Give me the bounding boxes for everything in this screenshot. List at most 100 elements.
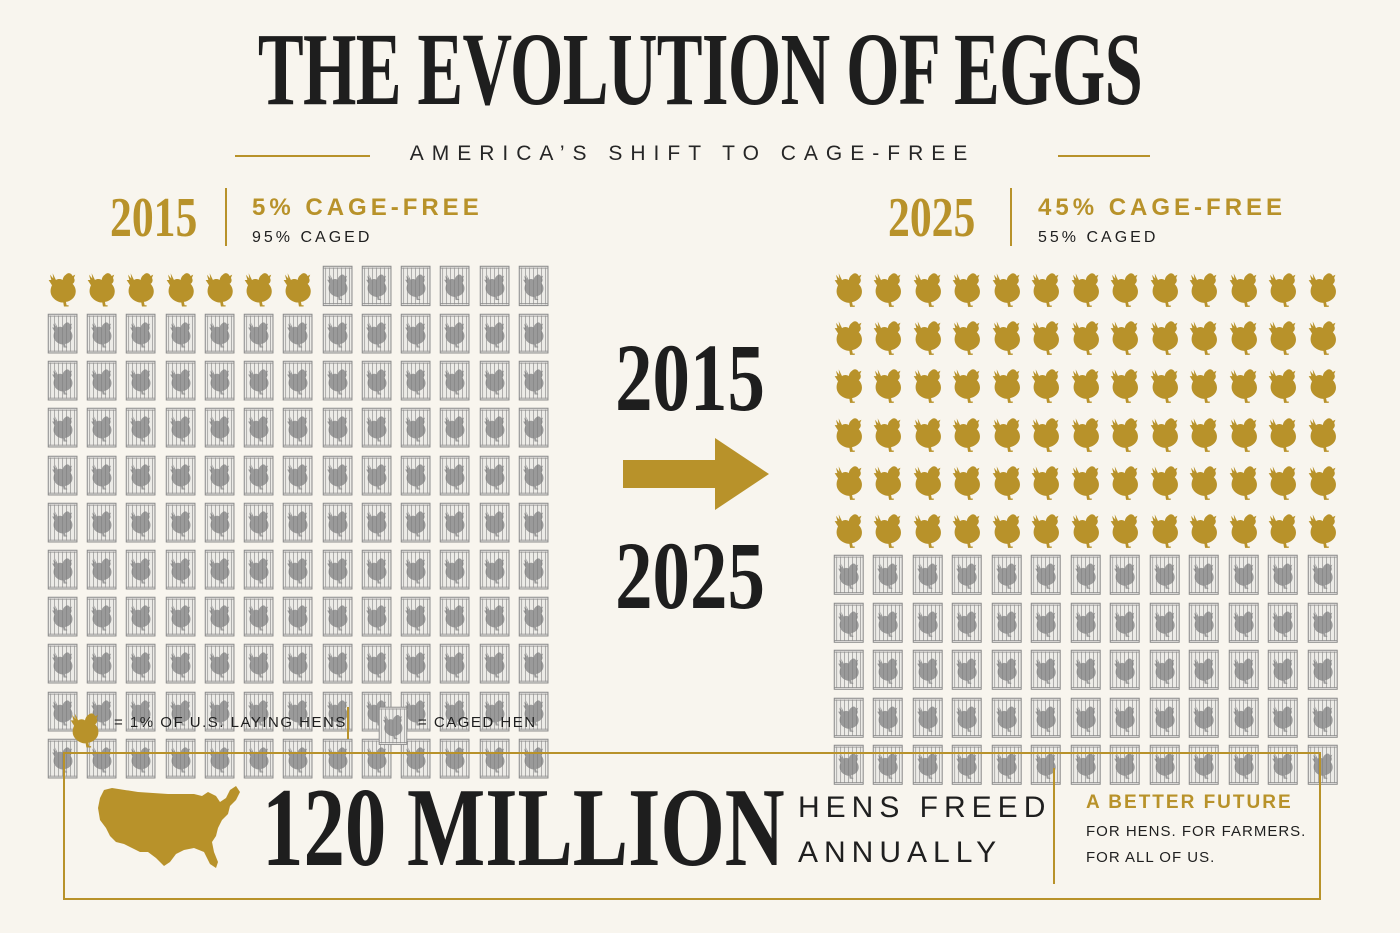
free-hen-mark [121,262,160,310]
caged-hen-mark [829,551,868,599]
caged-hen-mark [200,499,239,546]
caged-hen-mark [396,546,435,593]
transition-to-year: 2025 [615,522,765,629]
free-hen-mark [278,262,317,310]
free-hen-mark [908,503,947,551]
free-hen-mark [829,358,868,406]
caged-hen-mark [1303,646,1342,694]
caged-hen-mark [396,452,435,499]
caged-hen-mark [161,452,200,499]
caged-hen-mark [987,599,1026,647]
subtitle-rule-right [1058,155,1150,157]
free-hen-mark [908,407,947,455]
caged-hen-mark [514,262,553,310]
caged-hen-mark [987,694,1026,742]
free-hen-mark [1303,455,1342,503]
caged-hen-mark [514,404,553,451]
caged-hen-mark [396,640,435,687]
free-hen-mark [1184,358,1223,406]
caged-hen-mark [947,694,986,742]
caged-hen-mark [396,310,435,357]
caged-hen-mark [1184,599,1223,647]
caged-hen-mark [278,452,317,499]
caged-hen-mark [200,593,239,640]
free-hen-mark [1303,407,1342,455]
caged-hen-mark [1105,551,1144,599]
caged-hen-mark [43,735,82,782]
caged-hen-mark [200,688,239,735]
caged-hen-mark [987,551,1026,599]
caged-hen-mark [239,688,278,735]
free-hen-mark [987,455,1026,503]
free-hen-mark [1026,503,1065,551]
caged-hen-mark [357,593,396,640]
caged-hen-mark [514,499,553,546]
caged-hen-mark [987,741,1026,789]
free-hen-mark [1105,407,1144,455]
caged-hen-mark [318,357,357,404]
free-hen-mark [1105,503,1144,551]
caged-hen-mark [278,357,317,404]
free-hen-mark [947,262,986,310]
caged-hen-mark [1066,551,1105,599]
caged-hen-mark [1066,599,1105,647]
caged-hen-mark [1066,646,1105,694]
free-hen-mark [1105,455,1144,503]
caged-hen-mark [318,735,357,782]
caged-hen-mark [161,546,200,593]
right-arrow-icon [623,438,769,510]
caged-hen-mark [475,640,514,687]
free-hen-mark [1263,455,1302,503]
caged-hen-mark [475,499,514,546]
caged-hen-mark [318,499,357,546]
free-hen-mark [1263,262,1302,310]
free-hen-mark [43,262,82,310]
caged-hen-mark [1303,694,1342,742]
free-hen-mark [947,407,986,455]
free-hen-mark [1263,358,1302,406]
caged-hen-mark [475,688,514,735]
legend-free-label: = 1% OF U.S. LAYING HENS [114,714,347,731]
free-hen-mark [1145,455,1184,503]
free-hen-mark [1145,358,1184,406]
caged-hen-mark [947,599,986,647]
free-hen-mark [1145,503,1184,551]
free-hen-mark [987,310,1026,358]
caged-hen-mark [161,404,200,451]
caged-hen-mark [475,310,514,357]
caged-hen-mark [908,599,947,647]
caged-hen-mark [987,646,1026,694]
hens-freed-stat: 120 MILLION [262,766,785,890]
caged-hen-mark [396,499,435,546]
transition-from-year: 2015 [615,324,765,431]
caged-hen-mark [200,404,239,451]
caged-hen-mark [1105,694,1144,742]
caged-hen-mark [396,404,435,451]
free-hen-mark [1184,407,1223,455]
caged-hen-mark [43,452,82,499]
caged-hen-mark [1105,646,1144,694]
legend-divider [347,707,349,739]
caged-hen-mark [278,546,317,593]
caged-hen-mark [43,593,82,640]
free-hen-mark [1105,310,1144,358]
caged-hen-mark [435,688,474,735]
caged-hen-mark [396,262,435,310]
free-hen-mark [1224,310,1263,358]
caged-hen-mark [435,357,474,404]
free-hen-mark [200,262,239,310]
caged-hen-mark [161,593,200,640]
caged-hen-mark [435,262,474,310]
caged-hen-mark [318,262,357,310]
free-hen-mark [987,503,1026,551]
caged-hen-mark [161,357,200,404]
caged-hen-mark [514,357,553,404]
caged-hen-mark [82,499,121,546]
caged-hen-mark [868,551,907,599]
free-hen-mark [1066,310,1105,358]
hens-freed-line-2: ANNUALLY [798,836,1003,869]
free-hen-mark [1105,358,1144,406]
caged-hen-mark [82,357,121,404]
free-hen-mark [1145,310,1184,358]
caged-hen-mark [121,735,160,782]
